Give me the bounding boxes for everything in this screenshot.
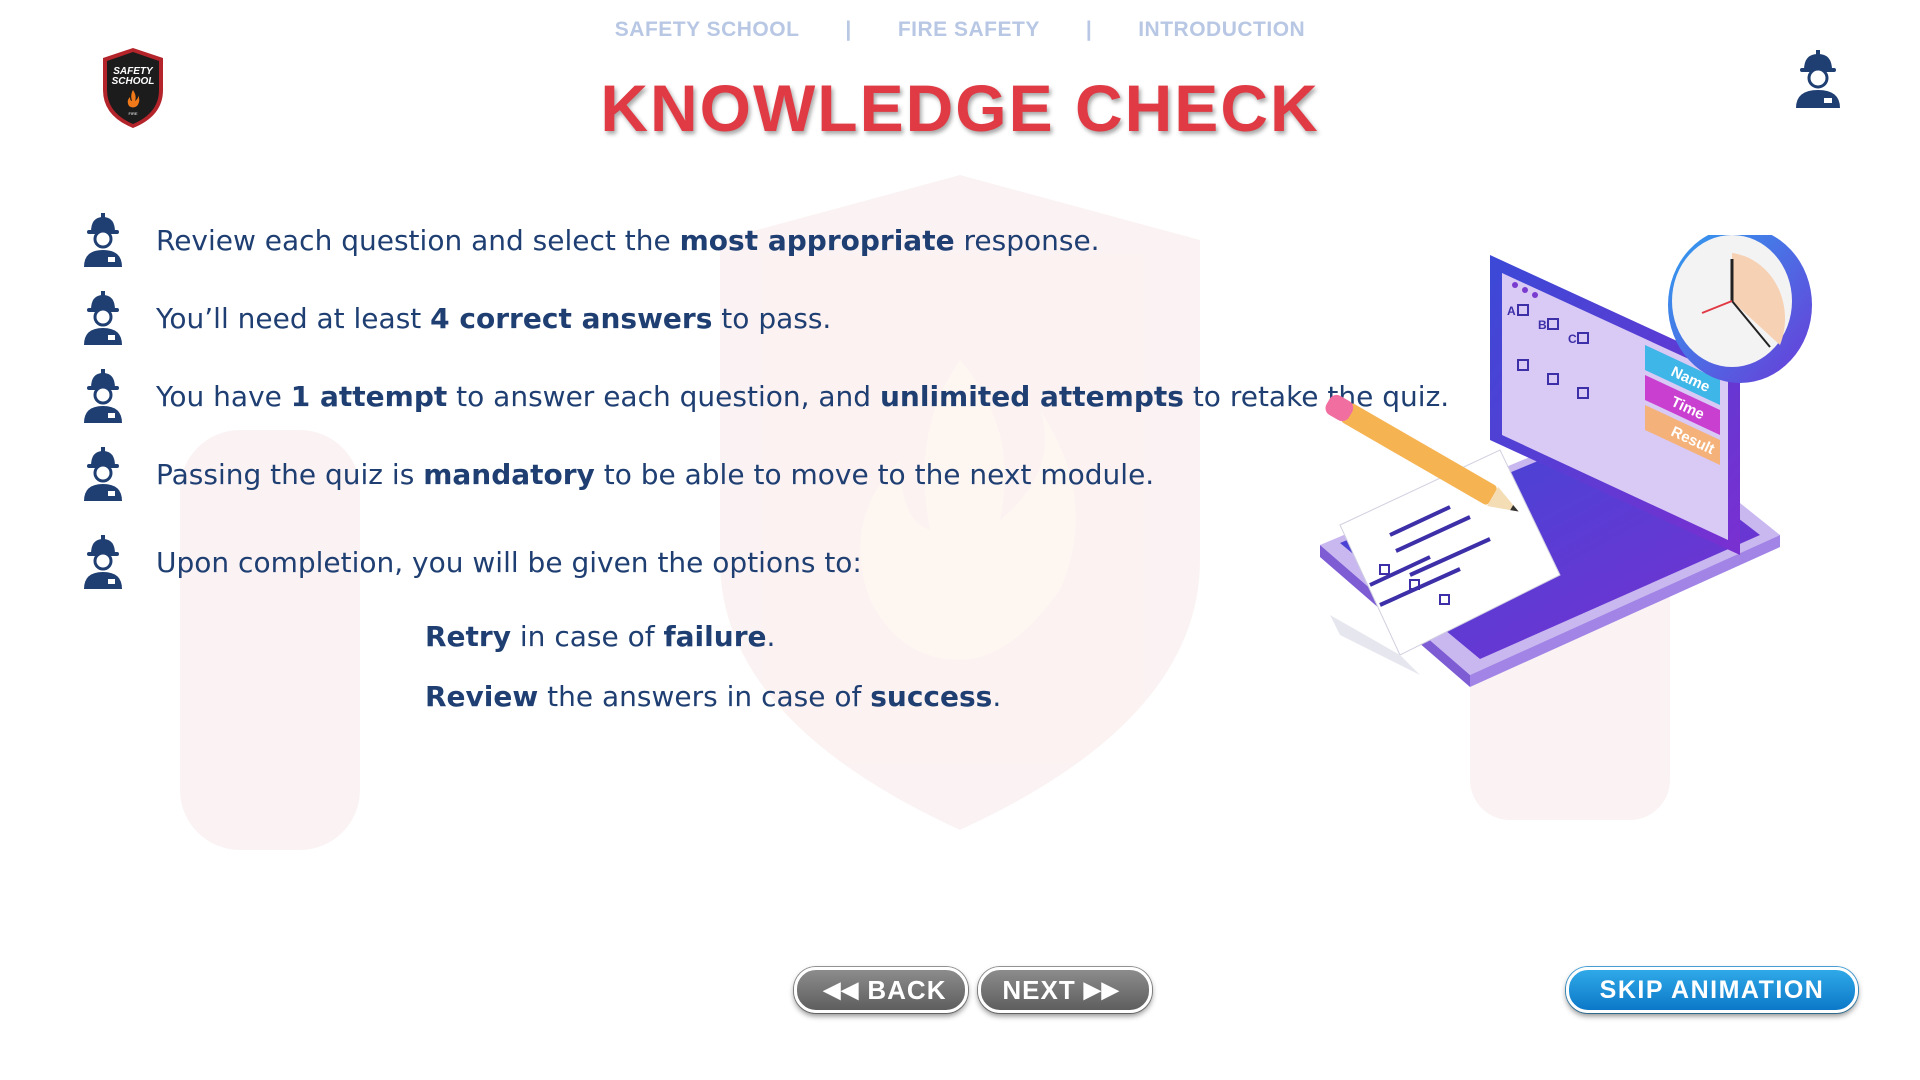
worker-bullet-icon (84, 535, 122, 589)
answer-letter: A (1507, 304, 1516, 318)
worker-bullet-icon (84, 213, 122, 267)
logo-text-line1: SAFETY (113, 66, 154, 77)
back-button-label: BACK (867, 974, 947, 1005)
skip-animation-button[interactable]: SKIP ANIMATION (1566, 967, 1858, 1013)
option-review: Review the answers in case of success. (425, 680, 1002, 713)
answer-letter: B (1538, 318, 1547, 332)
next-button-label: NEXT (1002, 974, 1076, 1005)
worker-bullet-icon (84, 291, 122, 345)
page-title: KNOWLEDGE CHECK (600, 71, 1320, 145)
next-button[interactable]: NEXT ▶▶ (978, 967, 1152, 1013)
breadcrumb-item-introduction: INTRODUCTION (1138, 18, 1306, 41)
skip-animation-label: SKIP ANIMATION (1599, 975, 1825, 1004)
answer-letter: C (1568, 332, 1577, 346)
breadcrumb-item-safety-school: SAFETY SCHOOL (614, 18, 800, 41)
quiz-laptop-illustration: A B C Name Time Result (1320, 235, 1812, 687)
instruction-row: Upon completion, you will be given the o… (80, 534, 862, 590)
back-button[interactable]: ◀◀ BACK (794, 967, 968, 1013)
instruction-row: You’ll need at least 4 correct answers t… (80, 290, 831, 346)
instruction-row: You have 1 attempt to answer each questi… (80, 368, 1449, 424)
logo-text-line3: FIRE (128, 111, 137, 116)
user-profile-icon[interactable] (1790, 48, 1846, 110)
instruction-text: Upon completion, you will be given the o… (156, 545, 862, 579)
breadcrumb-item-fire-safety: FIRE SAFETY (897, 18, 1040, 41)
option-retry: Retry in case of failure. (425, 620, 776, 653)
breadcrumb-separator: | (845, 18, 852, 41)
instruction-text: You have 1 attempt to answer each questi… (156, 379, 1450, 413)
nav-buttons: ◀◀ BACK NEXT ▶▶ (794, 967, 1152, 1013)
instruction-row: Passing the quiz is mandatory to be able… (80, 446, 1154, 502)
double-chevron-left-icon: ◀◀ (823, 977, 860, 1002)
logo-text-line2: SCHOOL (112, 76, 155, 87)
worker-bullet-icon (84, 369, 122, 423)
instruction-text: Passing the quiz is mandatory to be able… (156, 457, 1155, 491)
instruction-row: Review each question and select the most… (80, 212, 1100, 268)
instruction-text: You’ll need at least 4 correct answers t… (156, 301, 832, 335)
safety-school-logo: SAFETY SCHOOL FIRE (103, 48, 163, 128)
breadcrumb: SAFETY SCHOOL | FIRE SAFETY | INTRODUCTI… (0, 18, 1920, 42)
worker-bullet-icon (84, 447, 122, 501)
double-chevron-right-icon: ▶▶ (1083, 977, 1120, 1002)
breadcrumb-separator: | (1085, 18, 1093, 41)
instruction-text: Review each question and select the most… (156, 223, 1100, 257)
